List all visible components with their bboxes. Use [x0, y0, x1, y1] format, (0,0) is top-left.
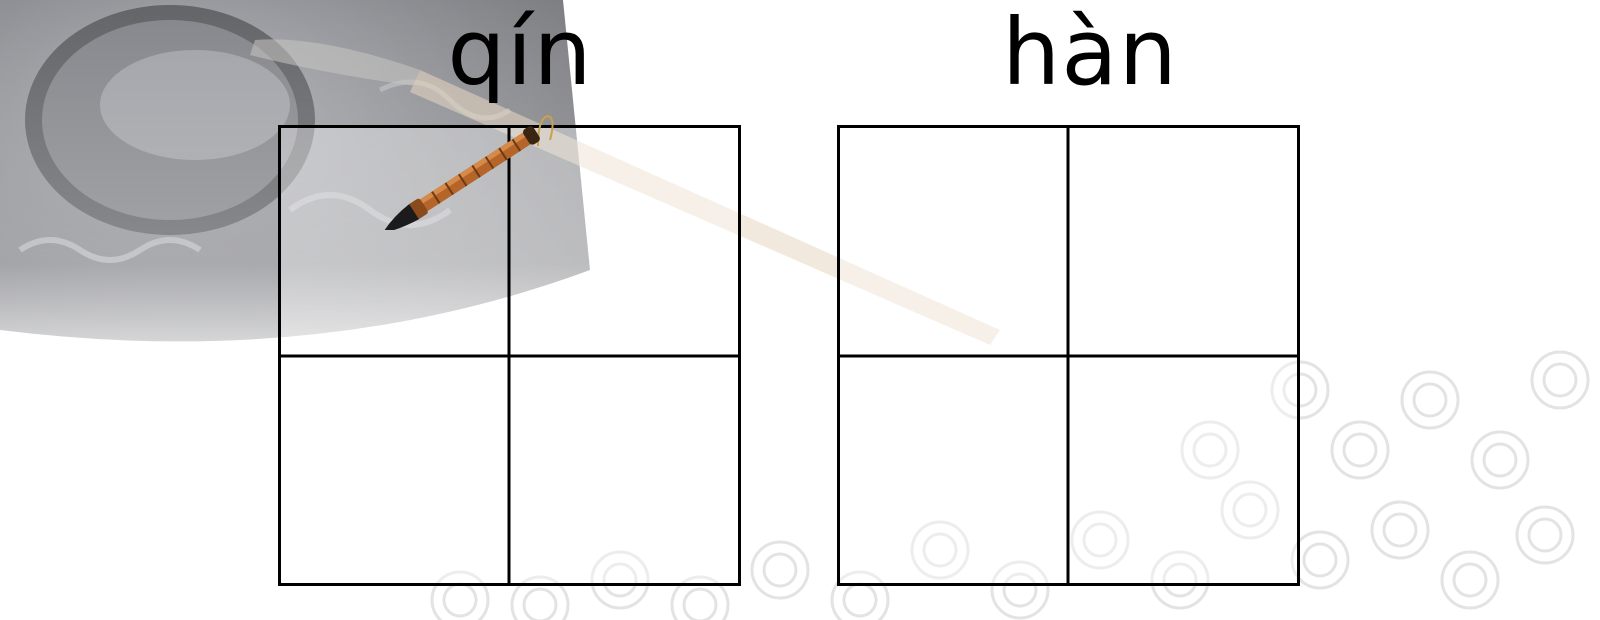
- swirl-cloud-pattern: [430, 350, 1590, 620]
- calligraphy-brush-icon[interactable]: [370, 110, 570, 230]
- pinyin-label-qin: qín: [447, 0, 593, 106]
- writing-grid-qin[interactable]: [278, 125, 741, 586]
- pinyin-label-han: hàn: [1002, 0, 1178, 106]
- writing-grid-han[interactable]: [837, 125, 1300, 586]
